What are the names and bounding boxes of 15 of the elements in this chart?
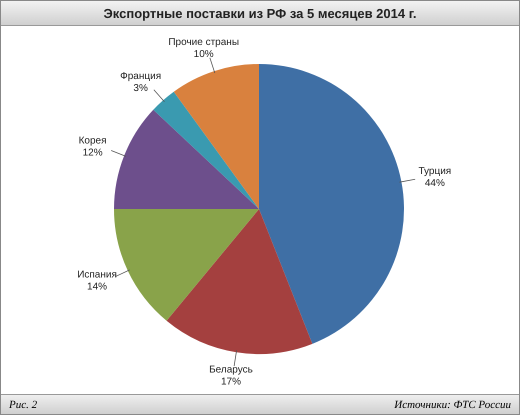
slice-label: Франция — [120, 70, 162, 82]
slice-label: Корея — [78, 136, 107, 147]
data-label: 17% — [220, 376, 242, 388]
slice-label: Турция — [418, 166, 452, 178]
slice-label: Беларусь — [209, 364, 253, 376]
text: Источники: ФТС России — [394, 398, 511, 410]
data-label: 44% — [424, 178, 445, 190]
slice-label: Испания — [77, 270, 117, 281]
data-label: 12% — [82, 148, 103, 159]
data-label: 14% — [87, 282, 108, 293]
slice-label: Прочие страны — [168, 37, 240, 48]
text: Рис. 2 — [9, 398, 38, 410]
chart-title: Экспортные поставки из РФ за 5 месяцев 2014 г. — [1, 1, 519, 26]
data-label: 3% — [133, 82, 148, 94]
data-label: 10% — [194, 49, 214, 60]
